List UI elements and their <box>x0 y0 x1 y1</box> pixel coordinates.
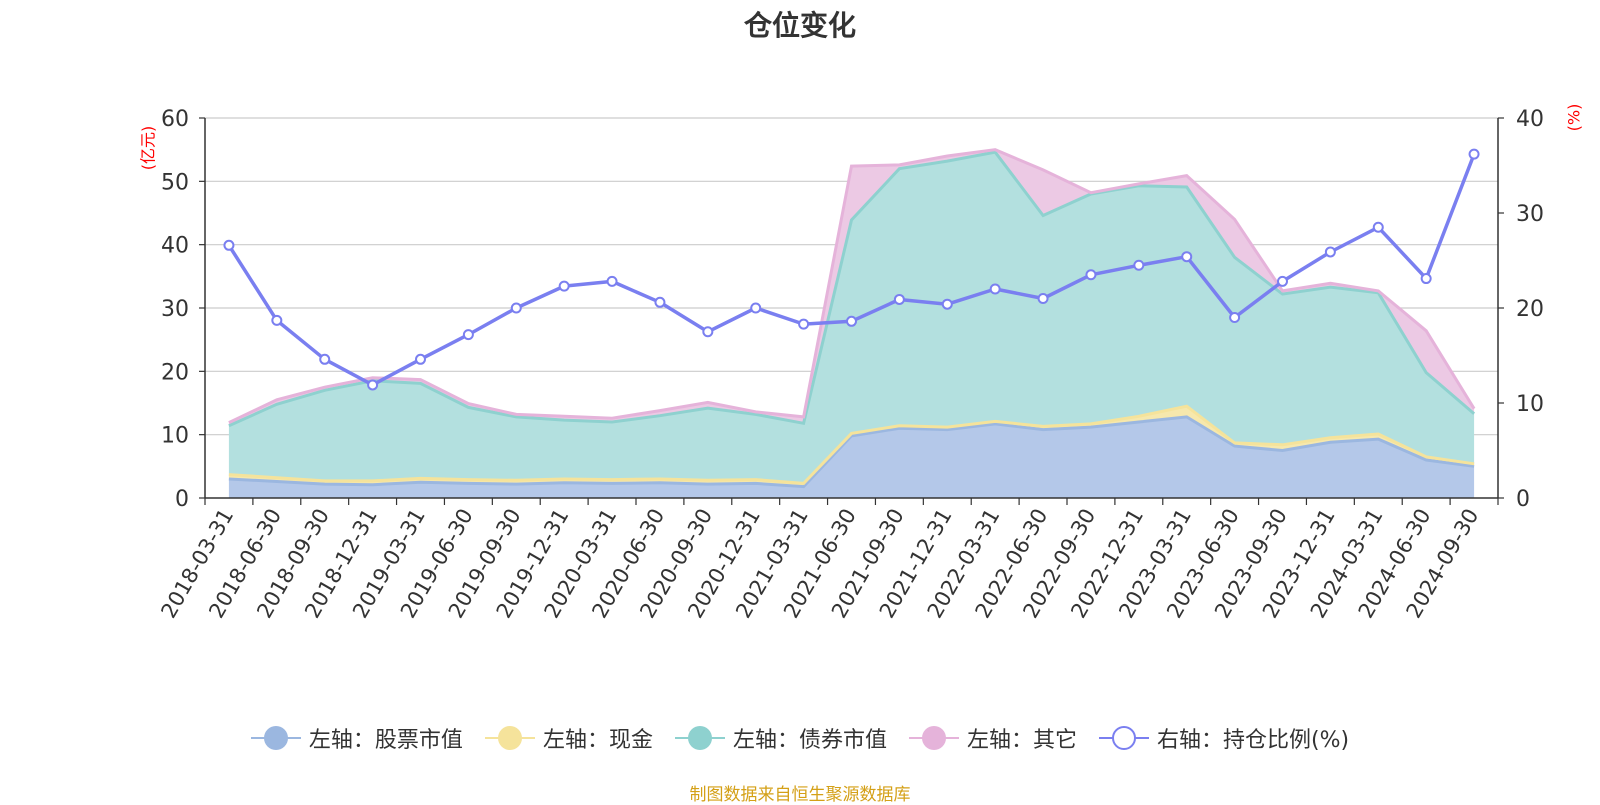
legend-other-swatch-icon <box>908 725 959 751</box>
right-axis-tick-label-4: 40 <box>1516 107 1544 132</box>
data-source-note: 制图数据来自恒生聚源数据库 <box>689 785 911 805</box>
ratio-point-9 <box>654 296 666 308</box>
ratio-point-0 <box>223 239 235 251</box>
left-axis-tick-label-6: 60 <box>161 107 189 132</box>
right-axis-tick-label-1: 10 <box>1516 392 1544 417</box>
ratio-point-10 <box>702 326 714 338</box>
ratio-point-4 <box>415 353 426 365</box>
right-axis-tick-label-0: 0 <box>1516 487 1530 512</box>
area-3 <box>228 149 1475 426</box>
left-axis-unit: (亿元) <box>138 125 158 171</box>
ratio-point-15 <box>941 298 953 310</box>
ratio-point-17 <box>1037 293 1049 304</box>
legend-ratio-swatch-icon <box>1098 725 1149 751</box>
right-axis-tick-label-3: 30 <box>1516 202 1544 227</box>
ratio-point-13 <box>846 315 857 327</box>
ratio-point-18 <box>1085 269 1097 281</box>
legend-other-label: 左轴：其它 <box>966 728 1077 753</box>
ratio-point-25 <box>1420 273 1432 285</box>
ratio-point-23 <box>1324 246 1336 258</box>
legend-item-cash[interactable]: 左轴：现金 <box>484 722 653 754</box>
area-edge-2 <box>228 150 1476 428</box>
chart-title: 仓位变化 <box>743 9 856 42</box>
ratio-point-26 <box>1468 148 1480 160</box>
ratio-point-20 <box>1181 251 1193 263</box>
left-axis-tick-label-0: 0 <box>175 487 189 512</box>
left-axis-tick-label-2: 20 <box>161 360 189 385</box>
legend-cash-label: 左轴：现金 <box>542 728 653 753</box>
legend-bond-swatch-icon <box>674 725 725 751</box>
ratio-point-11 <box>750 302 762 314</box>
ratio-point-12 <box>798 318 810 330</box>
legend-item-ratio[interactable]: 右轴：持仓比例(%) <box>1098 722 1350 754</box>
left-axis-tick-label-4: 40 <box>161 234 189 259</box>
legend-stock-swatch-icon <box>250 725 301 751</box>
legend-stock-label: 左轴：股票市值 <box>308 728 463 753</box>
legend-item-other[interactable]: 左轴：其它 <box>908 722 1077 754</box>
ratio-point-21 <box>1229 312 1241 323</box>
ratio-point-22 <box>1277 275 1288 287</box>
left-axis-tick-label-3: 30 <box>161 297 189 322</box>
left-axis-tick-label-1: 10 <box>161 424 189 449</box>
right-axis-unit: (%) <box>1564 103 1584 132</box>
ratio-point-24 <box>1372 221 1384 233</box>
ratio-point-1 <box>271 314 283 326</box>
legend-ratio-label: 右轴：持仓比例(%) <box>1156 728 1350 753</box>
ratio-point-14 <box>893 293 905 305</box>
ratio-point-8 <box>606 275 618 287</box>
legend-item-bond[interactable]: 左轴：债券市值 <box>674 722 887 754</box>
area-0 <box>228 416 1475 498</box>
right-axis-tick-label-2: 20 <box>1516 297 1544 322</box>
ratio-point-16 <box>989 283 1001 295</box>
ratio-point-6 <box>510 302 522 314</box>
ratio-point-3 <box>367 379 379 391</box>
area-edge-0 <box>228 415 1475 489</box>
left-axis-tick-label-5: 50 <box>161 170 189 195</box>
legend-item-stock[interactable]: 左轴：股票市值 <box>250 722 463 754</box>
legend-cash-swatch-icon <box>484 725 535 751</box>
area-edge-1 <box>228 404 1475 485</box>
legend-bond-label: 左轴：债券市值 <box>732 728 887 753</box>
ratio-point-19 <box>1133 259 1145 271</box>
legend: 左轴：股票市值 左轴：现金 左轴：债券市值 左轴：其它 右轴：持仓比例(%) <box>0 722 1600 754</box>
ratio-point-5 <box>462 329 474 341</box>
ratio-point-7 <box>558 280 570 292</box>
ratio-point-2 <box>319 353 331 365</box>
area-edge-3 <box>228 148 1476 424</box>
